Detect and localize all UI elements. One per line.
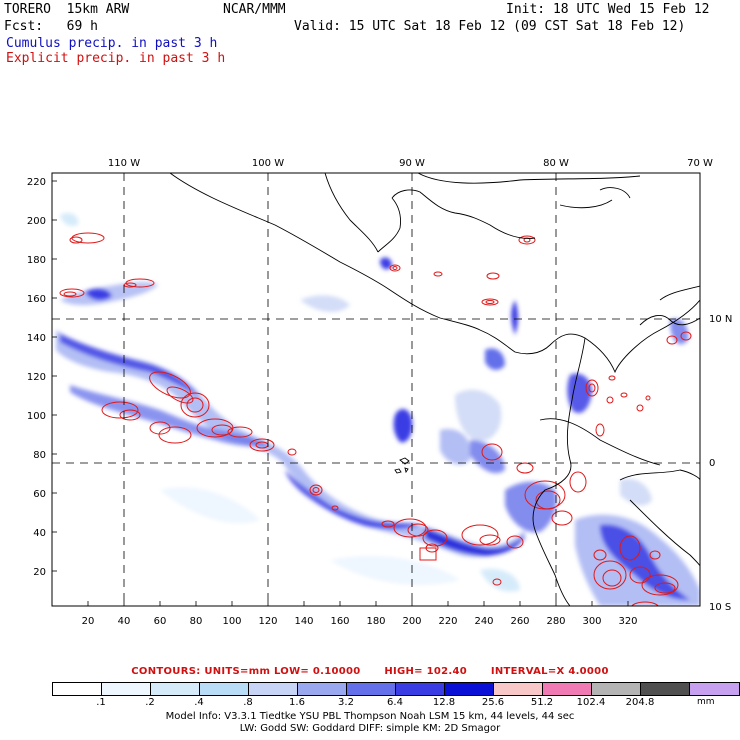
color-scale-swatch (347, 683, 396, 695)
color-scale-label: 25.6 (481, 697, 505, 708)
lat-lon-grid (52, 173, 700, 606)
color-scale-label: .1 (96, 697, 106, 708)
x-axis-label: 60 (154, 616, 167, 627)
color-scale-label: .8 (243, 697, 253, 708)
color-scale-bar (52, 682, 740, 696)
contour-interval: INTERVAL=X 4.0000 (490, 666, 609, 677)
x-axis-label: 300 (582, 616, 601, 627)
lon-label-80w: 80 W (543, 158, 569, 169)
color-scale-swatch (53, 683, 102, 695)
x-axis-label: 260 (510, 616, 529, 627)
y-axis-label: 160 (27, 294, 46, 305)
color-scale-swatch (151, 683, 200, 695)
y-axis-label: 40 (33, 528, 46, 539)
forecast-hour: Fcst: 69 h (4, 19, 98, 34)
x-axis-label: 80 (190, 616, 203, 627)
color-scale-label: 204.8 (625, 697, 655, 708)
color-scale-swatch (249, 683, 298, 695)
x-axis-label: 200 (402, 616, 421, 627)
color-scale-swatch (200, 683, 249, 695)
color-scale-label: 1.6 (289, 697, 305, 708)
lon-label-70w: 70 W (687, 158, 713, 169)
center-label: NCAR/MMM (223, 2, 286, 17)
color-scale-unit: mm (697, 697, 715, 707)
contour-info: CONTOURS: UNITS=mm LOW= 0.10000 HIGH= 10… (0, 666, 740, 677)
y-axis-label: 200 (27, 216, 46, 227)
coastlines (169, 173, 700, 606)
color-scale-swatch (298, 683, 347, 695)
color-scale-swatch (641, 683, 690, 695)
x-axis-label: 40 (118, 616, 131, 627)
x-axis-label: 120 (258, 616, 277, 627)
model-title: TORERO 15km ARW (4, 2, 130, 17)
y-axis-label: 60 (33, 489, 46, 500)
x-axis-label: 140 (294, 616, 313, 627)
x-axis-label: 240 (474, 616, 493, 627)
explicit-legend: Explicit precip. in past 3 h (6, 51, 226, 66)
y-axis-label: 20 (33, 567, 46, 578)
y-axis-label: 180 (27, 255, 46, 266)
color-scale-swatch (102, 683, 151, 695)
y-axis-label: 140 (27, 333, 46, 344)
x-axis-label: 180 (366, 616, 385, 627)
lat-label-10s: 10 S (709, 602, 731, 613)
color-scale-label: 6.4 (387, 697, 403, 708)
color-scale-label: 51.2 (530, 697, 554, 708)
color-scale-label: 3.2 (338, 697, 354, 708)
x-axis-label: 100 (222, 616, 241, 627)
lon-label-100w: 100 W (252, 158, 284, 169)
color-scale-label: 102.4 (576, 697, 606, 708)
explicit-precip-contours (59, 232, 692, 606)
lat-label-10n: 10 N (709, 314, 732, 325)
color-scale-label: .2 (145, 697, 155, 708)
init-time: Init: 18 UTC Wed 15 Feb 12 (506, 2, 710, 17)
color-scale-swatch (445, 683, 494, 695)
model-info-line1: Model Info: V3.3.1 Tiedtke YSU PBL Thomp… (165, 711, 575, 722)
y-axis-label: 220 (27, 177, 46, 188)
lat-label-0: 0 (709, 458, 715, 469)
color-scale-label: 12.8 (432, 697, 456, 708)
color-scale-swatch (494, 683, 543, 695)
cumulus-legend: Cumulus precip. in past 3 h (6, 36, 218, 51)
lon-label-110w: 110 W (108, 158, 140, 169)
y-axis-label: 100 (27, 411, 46, 422)
color-scale-swatch (396, 683, 445, 695)
lon-label-90w: 90 W (399, 158, 425, 169)
color-scale-swatch (690, 683, 739, 695)
contour-units: CONTOURS: UNITS=mm LOW= 0.10000 (131, 666, 361, 677)
x-axis-label: 160 (330, 616, 349, 627)
x-axis-label: 20 (82, 616, 95, 627)
y-axis-label: 80 (33, 450, 46, 461)
x-axis-label: 320 (618, 616, 637, 627)
axis-ticks (52, 180, 629, 606)
valid-time: Valid: 15 UTC Sat 18 Feb 12 (09 CST Sat … (294, 19, 686, 34)
cumulus-precip-shading (56, 213, 700, 606)
color-scale-swatch (592, 683, 641, 695)
x-axis-label: 280 (546, 616, 565, 627)
x-axis-label: 220 (438, 616, 457, 627)
color-scale-swatch (543, 683, 592, 695)
color-scale-label: .4 (194, 697, 204, 708)
model-info-line2: LW: Godd SW: Goddard DIFF: simple KM: 2D… (239, 723, 501, 734)
contour-high: HIGH= 102.40 (384, 666, 468, 677)
y-axis-label: 120 (27, 372, 46, 383)
